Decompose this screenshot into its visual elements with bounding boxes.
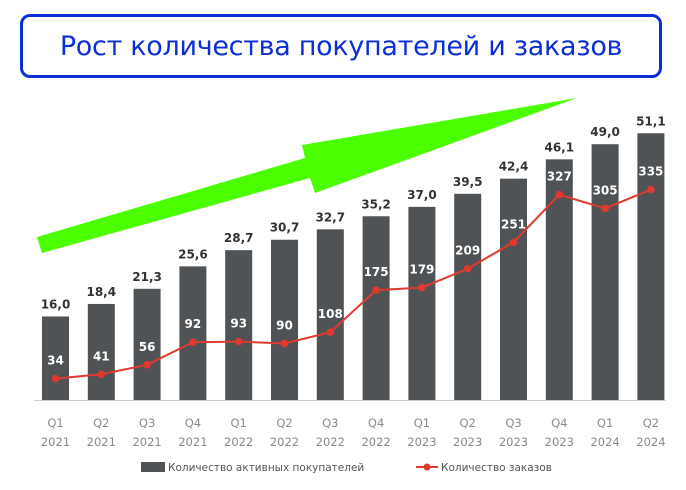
x-tick-year: 2022 [270,435,299,449]
bar [179,266,207,400]
bar-value-label: 35,2 [361,197,391,211]
order-value-label: 251 [501,217,526,231]
bar [87,303,115,400]
bar [271,239,298,400]
order-value-label: 305 [593,183,618,197]
x-tick-quarter: Q3 [322,416,338,430]
bar-value-label: 21,3 [132,270,162,284]
order-dot [372,286,380,294]
x-tick-quarter: Q1 [414,416,430,430]
legend-bar-swatch [141,462,165,472]
x-tick-quarter: Q1 [47,416,63,430]
order-value-label: 335 [638,165,663,179]
bar [225,250,253,400]
x-tick-quarter: Q4 [551,416,567,430]
bar-value-label: 42,4 [499,160,529,174]
order-value-label: 108 [318,307,343,321]
order-dot [51,374,60,383]
growth-arrow-icon [37,98,577,253]
page-title: Рост количества покупателей и заказов [59,30,623,62]
legend: Количество активных покупателей Количест… [141,462,552,474]
order-value-label: 56 [139,340,156,354]
orders-dots [51,185,655,383]
x-tick-year: 2022 [224,435,253,449]
bar [591,144,619,400]
bar [316,229,344,400]
order-value-label: 209 [455,244,480,258]
x-tick-quarter: Q1 [231,416,247,430]
bar [408,206,436,400]
bar-value-label: 51,1 [636,114,666,128]
order-value-label: 92 [185,317,202,331]
x-tick-year: 2021 [41,435,70,449]
bars [42,133,665,400]
order-value-label: 179 [409,263,434,277]
title-box: Рост количества покупателей и заказов [20,14,662,78]
x-tick-quarter: Q1 [597,416,613,430]
order-dot [509,238,518,247]
order-value-label: 34 [47,354,64,368]
x-tick-year: 2022 [361,435,390,449]
x-tick-quarter: Q2 [460,416,476,430]
bar [545,159,573,400]
bar-value-label: 32,7 [315,210,345,224]
order-value-label: 41 [93,349,110,363]
bar [500,178,527,400]
orders-line [55,188,652,380]
x-tick-quarter: Q3 [139,416,155,430]
order-dot [189,338,197,347]
bar-value-label: 18,4 [86,285,116,299]
bar-value-label: 39,5 [453,175,483,189]
x-tick-year: 2023 [545,435,574,449]
x-axis-labels: Q1 2021 Q2 2021 Q3 2021 Q4 2021 Q1 2022 Q2 2022 Q3 20… [41,416,666,449]
bar-value-label: 49,0 [590,125,620,139]
bar-value-label: 28,7 [224,231,254,245]
bar [637,133,665,400]
x-tick-year: 2021 [178,435,207,449]
bar [454,193,482,400]
order-dot [647,185,655,194]
x-tick-quarter: Q2 [643,416,659,430]
x-tick-year: 2024 [636,435,665,449]
value-labels: 16,0 34 18,4 41 21,3 56 25,6 92 28,7 93 30,7 90 32,7… [41,114,666,367]
order-dot [601,204,609,213]
x-tick-year: 2021 [132,435,161,449]
order-dot [463,264,472,273]
order-dot [280,339,289,348]
order-value-label: 327 [547,170,572,184]
order-dot [143,361,151,369]
order-value-label: 90 [276,318,293,332]
bar-value-label: 16,0 [41,297,71,311]
x-tick-year: 2023 [499,435,528,449]
order-dot [555,190,564,199]
legend-line-dot [423,463,431,471]
x-tick-year: 2021 [87,435,116,449]
bar [42,316,69,400]
x-tick-year: 2024 [590,435,619,449]
order-dot [97,370,106,379]
x-tick-quarter: Q3 [505,416,521,430]
x-tick-quarter: Q4 [185,416,201,430]
legend-bar-label: Количество активных покупателей [168,462,364,474]
order-dot [326,328,335,336]
order-dot [234,337,243,346]
order-value-label: 93 [230,317,247,331]
bar-value-label: 46,1 [544,140,574,154]
bar [362,216,390,400]
bar-value-label: 37,0 [407,188,437,202]
bar-value-label: 25,6 [178,247,208,261]
x-tick-year: 2022 [316,435,345,449]
order-dot [418,283,426,292]
order-value-label: 175 [364,265,389,279]
bar-value-label: 30,7 [270,221,300,235]
x-tick-quarter: Q2 [276,416,292,430]
x-tick-year: 2023 [407,435,436,449]
bar [133,288,161,400]
x-tick-quarter: Q4 [368,416,384,430]
legend-line-label: Количество заказов [441,462,552,474]
x-tick-quarter: Q2 [93,416,109,430]
x-tick-year: 2023 [453,435,482,449]
